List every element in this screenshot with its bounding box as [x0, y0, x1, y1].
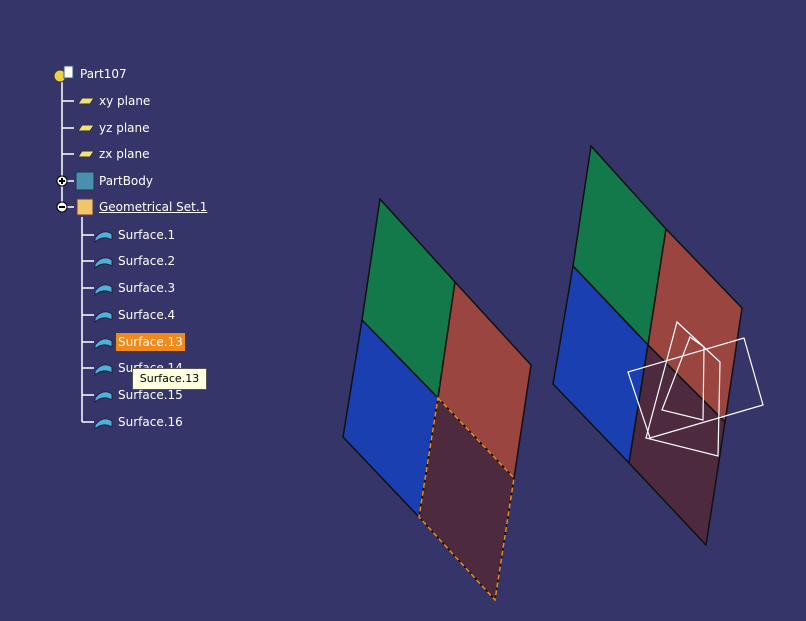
- surfaces-right: [552, 144, 743, 547]
- tree-node[interactable]: PartBody: [99, 174, 153, 188]
- tree-node[interactable]: Surface.4: [118, 308, 176, 322]
- tree-node[interactable]: Surface.2: [118, 254, 176, 268]
- tree-node[interactable]: Geometrical Set.1: [99, 200, 208, 214]
- tree-node-selected[interactable]: Surface.13: [116, 333, 185, 351]
- tooltip: Surface.13: [132, 368, 207, 390]
- tree-node[interactable]: Surface.16: [118, 415, 183, 429]
- tree-node[interactable]: xy plane: [99, 94, 151, 108]
- tree-node[interactable]: Surface.15: [118, 388, 183, 402]
- plane-gizmo: [627, 320, 764, 457]
- surfaces-left: [342, 197, 532, 602]
- tree-node[interactable]: Surface.3: [118, 281, 176, 295]
- tree-node[interactable]: yz plane: [99, 121, 150, 135]
- tree-root[interactable]: Part107: [80, 67, 127, 81]
- tree-lines: [61, 82, 94, 423]
- tree-icons: [53, 65, 113, 431]
- tree-node[interactable]: Surface.1: [118, 228, 176, 242]
- tree-node[interactable]: zx plane: [99, 147, 150, 161]
